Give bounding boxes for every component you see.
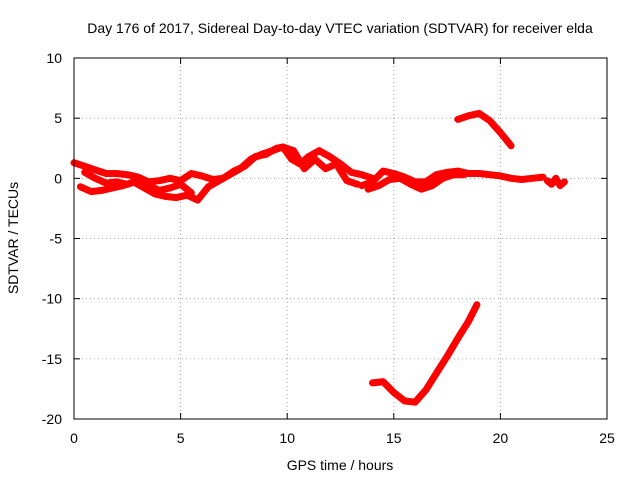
chart-title: Day 176 of 2017, Sidereal Day-to-day VTE… [87,20,593,36]
y-tick-label: -20 [42,411,62,427]
x-tick-label: 20 [493,430,509,446]
x-tick-label: 0 [70,430,78,446]
y-tick-label: -15 [42,351,62,367]
axis-ticks: 0 5 10 15 20 25 -20 -15 -10 -5 0 5 10 [42,50,615,446]
x-axis-label: GPS time / hours [287,457,394,473]
y-tick-label: 5 [54,110,62,126]
y-axis-label: SDTVAR / TECUs [5,182,21,294]
x-tick-label: 25 [599,430,615,446]
plot-frame [73,57,608,420]
x-tick-label: 5 [177,430,185,446]
y-tick-label: -10 [42,291,62,307]
series-arc-right-lower [364,171,468,193]
series-arc-lower [369,301,481,406]
y-tick-label: 0 [54,170,62,186]
grid [74,58,607,419]
y-tick-label: 10 [46,50,62,66]
series-arc-mid-strand [81,168,195,197]
series-layer [70,109,568,406]
y-tick-label: -5 [50,231,63,247]
series-arc-upper-right [454,109,515,150]
x-tick-label: 15 [386,430,402,446]
x-tick-label: 10 [279,430,295,446]
series-arc-end [543,174,568,190]
